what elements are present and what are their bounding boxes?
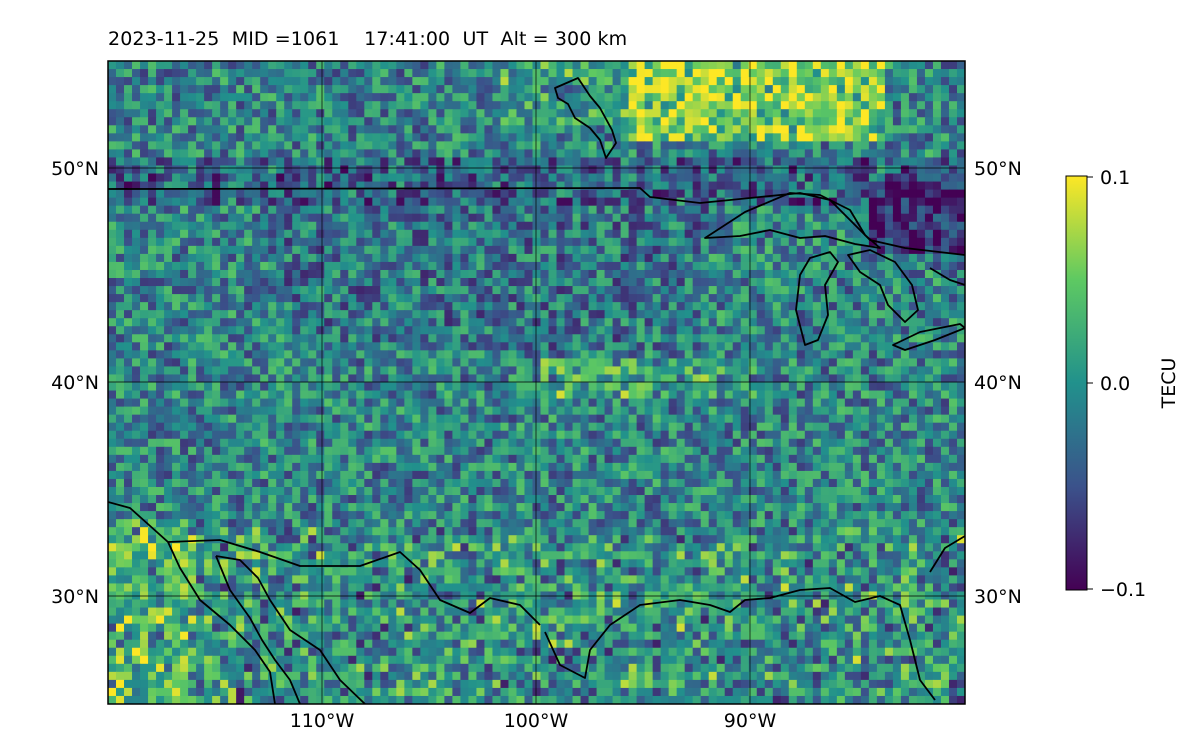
lake-erie [892, 323, 965, 351]
lake-superior [704, 192, 881, 249]
colorbar-gradient [1065, 175, 1088, 591]
lat-label-30-left: 30°N [51, 586, 99, 608]
lake-huron [847, 249, 919, 323]
lat-label-40-right: 40°N [974, 372, 1022, 394]
colorbar-tick-zero: 0.0 [1100, 373, 1130, 395]
baja-coast [108, 501, 276, 704]
map-title: 2023-11-25 MID =1061 17:41:00 UT Alt = 3… [108, 28, 628, 50]
lat-label-30-right: 30°N [974, 586, 1022, 608]
lake-ontario [929, 267, 965, 286]
lon-label-90w: 90°W [724, 710, 777, 732]
lat-label-50-right: 50°N [974, 158, 1022, 180]
us-mexico-border [167, 539, 541, 626]
mexico-mainland-coast [215, 555, 366, 704]
lon-label-110w: 110°W [290, 710, 355, 732]
florida-coast [929, 535, 965, 573]
gulf-of-california [215, 555, 301, 704]
colorbar: 0.1 0.0 −0.1 TECU [1065, 167, 1180, 601]
map-frame [107, 60, 966, 705]
coastlines [108, 77, 965, 704]
gulf-coast [544, 587, 936, 701]
graticule [108, 61, 965, 704]
lake-michigan [795, 251, 839, 346]
lat-label-50-left: 50°N [51, 158, 99, 180]
tec-heatmap [108, 61, 965, 704]
colorbar-tick-max: 0.1 [1100, 167, 1130, 189]
lat-label-40-left: 40°N [51, 372, 99, 394]
colorbar-label: TECU [1158, 358, 1180, 410]
colorbar-tick-min: −0.1 [1100, 579, 1146, 601]
lon-label-100w: 100°W [504, 710, 569, 732]
hudson-bay-coast [554, 77, 617, 159]
us-canada-border [108, 187, 965, 256]
